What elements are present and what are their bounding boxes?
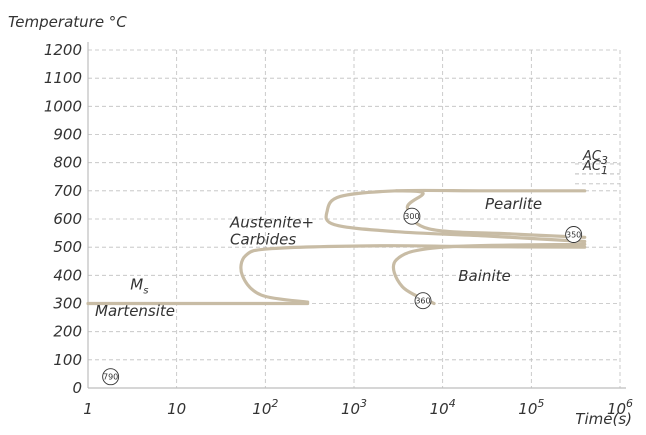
y-tick-label: 800 xyxy=(53,154,82,172)
x-tick-label: 10 xyxy=(167,400,186,418)
y-tick-label: 900 xyxy=(53,126,82,144)
y-tick-label: 200 xyxy=(53,323,82,341)
circled-marker: 350 xyxy=(566,226,582,242)
region-label: Pearlite xyxy=(485,195,542,213)
x-axis-title: Time(s) xyxy=(575,410,632,428)
y-tick-label: 400 xyxy=(53,266,82,284)
y-tick-label: 700 xyxy=(53,182,82,200)
region-label: Martensite xyxy=(95,302,175,320)
y-tick-label: 1000 xyxy=(44,97,82,115)
y-tick-label: 0 xyxy=(72,379,82,397)
y-tick-label: 600 xyxy=(53,210,82,228)
x-tick-label: 1 xyxy=(83,400,93,418)
y-tick-label: 100 xyxy=(53,351,82,369)
marker-label: 790 xyxy=(103,373,118,382)
region-label: Ms xyxy=(130,275,148,296)
y-axis-title: Temperature °C xyxy=(8,13,127,31)
region-label: Austenite+ xyxy=(229,213,314,231)
marker-label: 360 xyxy=(415,297,430,306)
circled-marker: 360 xyxy=(415,293,431,309)
x-tick-label: 103 xyxy=(341,397,367,418)
region-label: Carbides xyxy=(230,230,296,248)
marker-label: 300 xyxy=(404,212,419,221)
x-tick-label: 104 xyxy=(430,397,456,418)
y-tick-label: 1100 xyxy=(44,69,82,87)
y-tick-label: 300 xyxy=(53,295,82,313)
x-tick-label: 105 xyxy=(518,397,544,418)
y-tick-label: 1200 xyxy=(44,41,82,59)
x-tick-label: 102 xyxy=(252,397,278,418)
circled-marker: 300 xyxy=(404,208,420,224)
region-label: Bainite xyxy=(458,267,510,285)
circled-marker: 790 xyxy=(103,369,119,385)
y-tick-label: 500 xyxy=(53,238,82,256)
transformation-curve xyxy=(326,190,585,241)
marker-label: 350 xyxy=(566,230,581,239)
